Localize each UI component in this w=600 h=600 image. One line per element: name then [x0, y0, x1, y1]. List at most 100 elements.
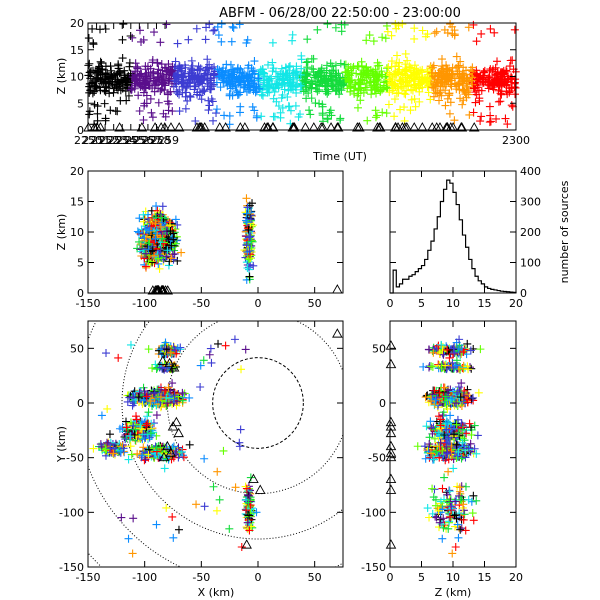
source-marker	[331, 76, 340, 85]
y-tick-label: 5	[77, 257, 84, 270]
source-marker	[443, 94, 452, 103]
source-marker	[151, 234, 160, 243]
station-triangle-icon	[152, 285, 164, 295]
source-marker	[315, 85, 324, 94]
source-marker	[454, 533, 463, 542]
source-marker	[410, 24, 419, 33]
source-marker	[126, 340, 135, 349]
source-marker	[202, 23, 211, 32]
station-triangle-icon	[385, 539, 397, 549]
source-marker	[135, 214, 144, 223]
source-marker	[153, 231, 162, 240]
source-marker	[206, 344, 215, 353]
time-height-points	[83, 20, 520, 132]
source-marker	[288, 36, 297, 45]
source-marker	[213, 22, 222, 31]
source-marker	[214, 339, 223, 348]
source-marker	[191, 116, 200, 125]
source-marker	[168, 512, 177, 521]
source-marker	[170, 249, 179, 258]
source-marker	[183, 96, 192, 105]
source-marker	[468, 509, 477, 518]
station-triangle-icon	[417, 122, 428, 132]
source-marker	[136, 69, 145, 78]
source-marker	[423, 30, 432, 39]
source-marker	[135, 237, 144, 246]
source-marker	[387, 62, 396, 71]
source-marker	[184, 35, 193, 44]
source-marker	[139, 115, 148, 124]
source-marker	[231, 483, 240, 492]
source-marker	[204, 106, 213, 115]
source-marker	[236, 425, 245, 434]
source-marker	[293, 80, 302, 89]
y-tick-label: 20	[70, 165, 84, 178]
y-tick-label: -100	[361, 506, 386, 519]
source-marker	[243, 263, 252, 272]
source-marker	[150, 79, 159, 88]
source-marker	[209, 69, 218, 78]
source-marker	[381, 34, 390, 43]
source-marker	[339, 79, 348, 88]
source-marker	[166, 227, 175, 236]
source-marker	[458, 76, 467, 85]
source-marker	[317, 76, 326, 85]
source-marker	[400, 89, 409, 98]
source-marker	[185, 440, 194, 449]
source-marker	[305, 106, 314, 115]
source-marker	[101, 78, 110, 87]
source-marker	[207, 64, 216, 73]
source-marker	[284, 62, 293, 71]
source-marker	[432, 27, 441, 36]
source-marker	[406, 106, 415, 115]
source-marker	[326, 106, 335, 115]
source-marker	[383, 27, 392, 36]
source-marker	[142, 91, 151, 100]
source-marker	[147, 108, 156, 117]
source-marker	[135, 107, 144, 116]
source-marker	[352, 69, 361, 78]
source-marker	[114, 64, 123, 73]
source-marker	[219, 78, 228, 87]
source-marker	[285, 80, 294, 89]
source-marker	[506, 74, 515, 83]
source-marker	[220, 71, 229, 80]
source-marker	[468, 80, 477, 89]
source-marker	[244, 77, 253, 86]
source-marker	[298, 72, 307, 81]
source-marker	[427, 68, 436, 77]
time-axis-label: Time (UT)	[312, 150, 367, 163]
source-marker	[354, 78, 363, 87]
source-marker	[175, 62, 184, 71]
source-marker	[205, 350, 214, 359]
source-marker	[423, 504, 432, 513]
station-triangle-icon	[308, 122, 320, 132]
source-marker	[291, 101, 300, 110]
source-marker	[377, 70, 386, 79]
source-marker	[242, 194, 251, 203]
source-marker	[90, 81, 99, 90]
source-marker	[144, 345, 153, 354]
x-tick-label: 20	[509, 571, 523, 584]
source-marker	[437, 71, 446, 80]
source-marker	[398, 84, 407, 93]
source-marker	[355, 80, 364, 89]
source-marker	[292, 88, 301, 97]
source-marker	[209, 116, 218, 125]
source-marker	[217, 37, 226, 46]
source-marker	[242, 38, 251, 47]
source-marker	[451, 542, 460, 551]
source-marker	[508, 56, 517, 65]
source-marker	[485, 102, 494, 111]
source-marker	[100, 86, 109, 95]
source-marker	[236, 108, 245, 117]
source-marker	[344, 62, 353, 71]
y-tick-label: 0	[77, 124, 84, 137]
source-marker	[168, 107, 177, 116]
source-marker	[160, 79, 169, 88]
y-tick-label: 50	[70, 342, 84, 355]
source-marker	[197, 95, 206, 104]
source-marker	[105, 430, 114, 439]
source-marker	[103, 68, 112, 77]
